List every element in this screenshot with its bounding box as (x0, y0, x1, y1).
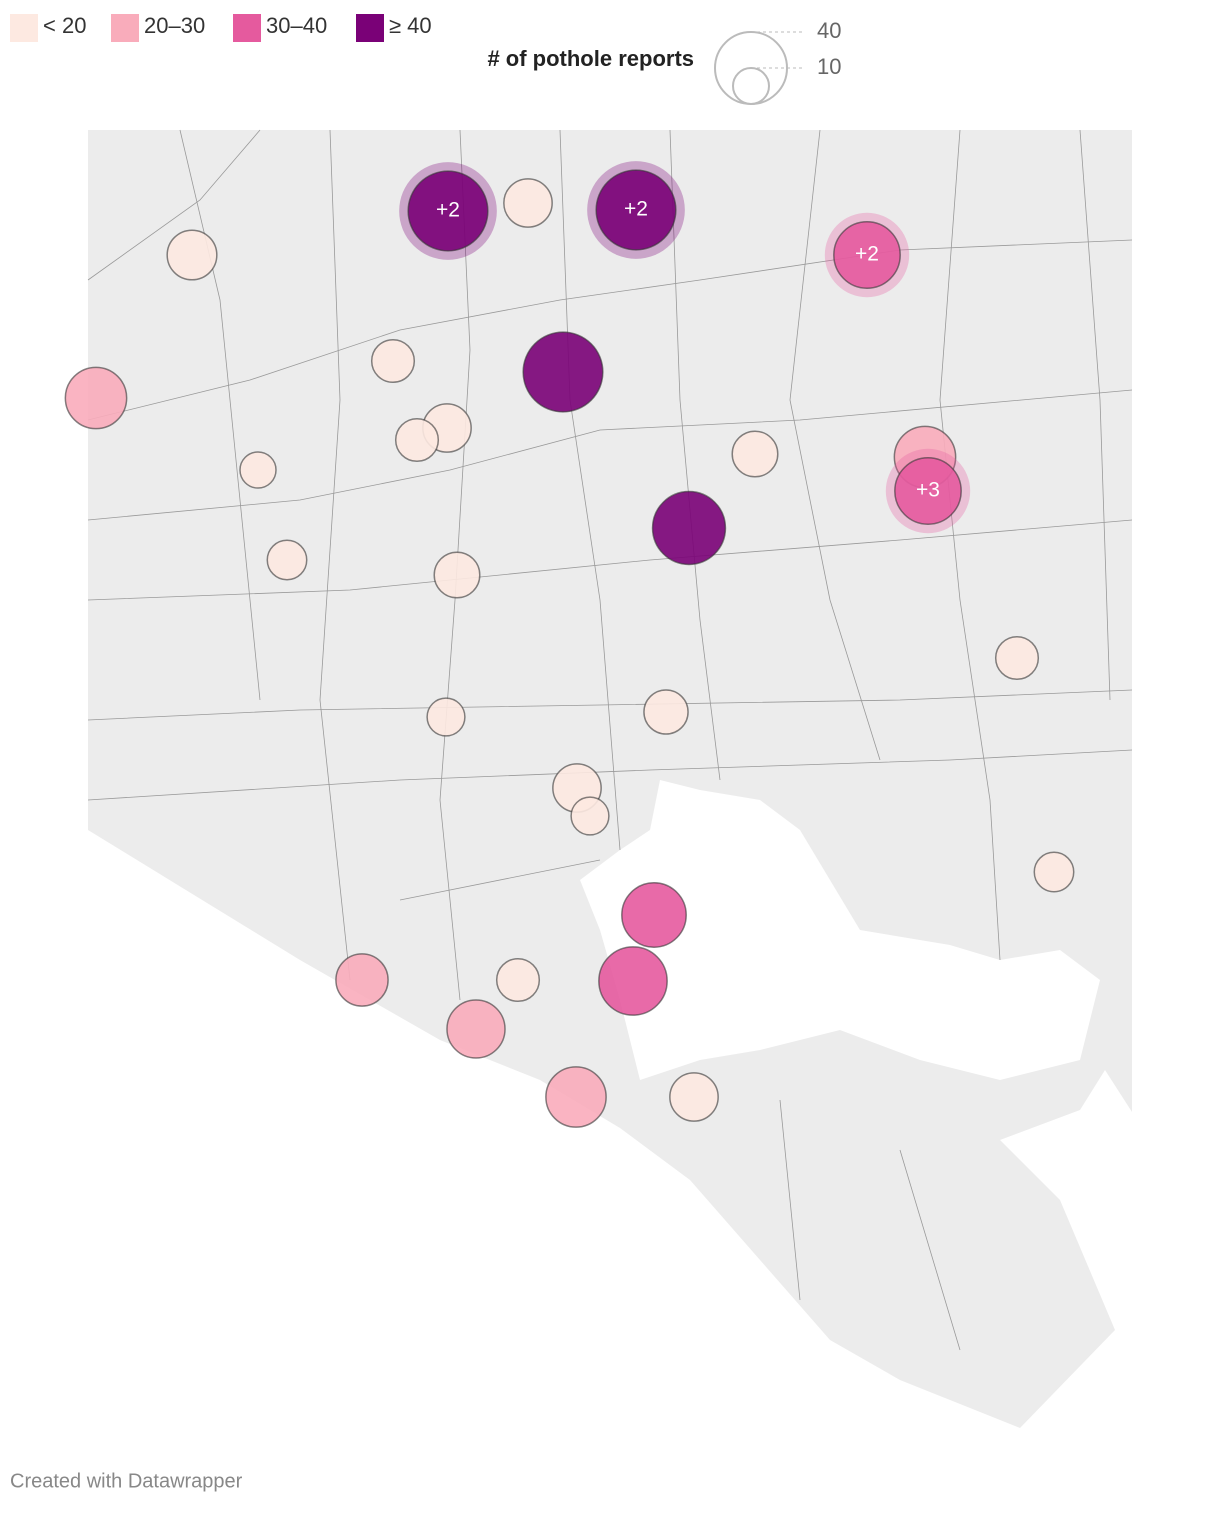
bubble (598, 946, 668, 1016)
bubble (545, 1066, 607, 1128)
bubble (833, 221, 901, 289)
bubble (570, 796, 610, 836)
bubbles: +2 +2 +2 +3 (64, 161, 1075, 1128)
size-legend-circle (732, 67, 770, 105)
bubble (407, 170, 489, 252)
bubble (64, 366, 128, 430)
legend: < 20 20–30 30–40 ≥ 40 # of pothole reports 40… (10, 13, 841, 105)
bubble (522, 331, 604, 413)
bubble (446, 999, 506, 1059)
legend-label: 20–30 (144, 13, 205, 38)
size-legend-label: 10 (817, 54, 841, 79)
legend-swatch (233, 14, 261, 42)
bubble (495, 957, 541, 1003)
size-legend-title: # of pothole reports (487, 46, 694, 71)
bubble (669, 1072, 719, 1122)
legend-swatch (10, 14, 38, 42)
cluster-label: +2 (624, 198, 648, 221)
bubble (621, 882, 687, 948)
bubble (166, 229, 218, 281)
basemap (87, 129, 1133, 1428)
bubble (335, 953, 389, 1007)
bubble (1033, 851, 1075, 893)
bubble (643, 689, 689, 735)
bubble (894, 457, 962, 525)
bubble (651, 490, 727, 566)
bubble (239, 451, 277, 489)
legend-swatch (356, 14, 384, 42)
bubble (994, 635, 1040, 681)
bubble (731, 430, 779, 478)
footer: Created with Datawrapper (10, 1470, 243, 1492)
bubble (595, 169, 677, 251)
cluster-label: +3 (916, 479, 940, 502)
legend-label: ≥ 40 (389, 13, 432, 38)
legend-swatch (111, 14, 139, 42)
bubble (433, 551, 481, 599)
bubble (426, 697, 466, 737)
legend-label: 30–40 (266, 13, 327, 38)
city-shape (88, 130, 1132, 1428)
bubble (370, 338, 416, 384)
cluster-label: +2 (436, 199, 460, 222)
neighborhood-lines (87, 129, 1133, 1351)
size-legend-label: 40 (817, 18, 841, 43)
legend-label: < 20 (43, 13, 86, 38)
bubble (503, 178, 553, 228)
cluster-label: +2 (855, 243, 879, 266)
bubble (394, 417, 440, 463)
harbor (580, 780, 1100, 1080)
bubble (266, 539, 308, 581)
